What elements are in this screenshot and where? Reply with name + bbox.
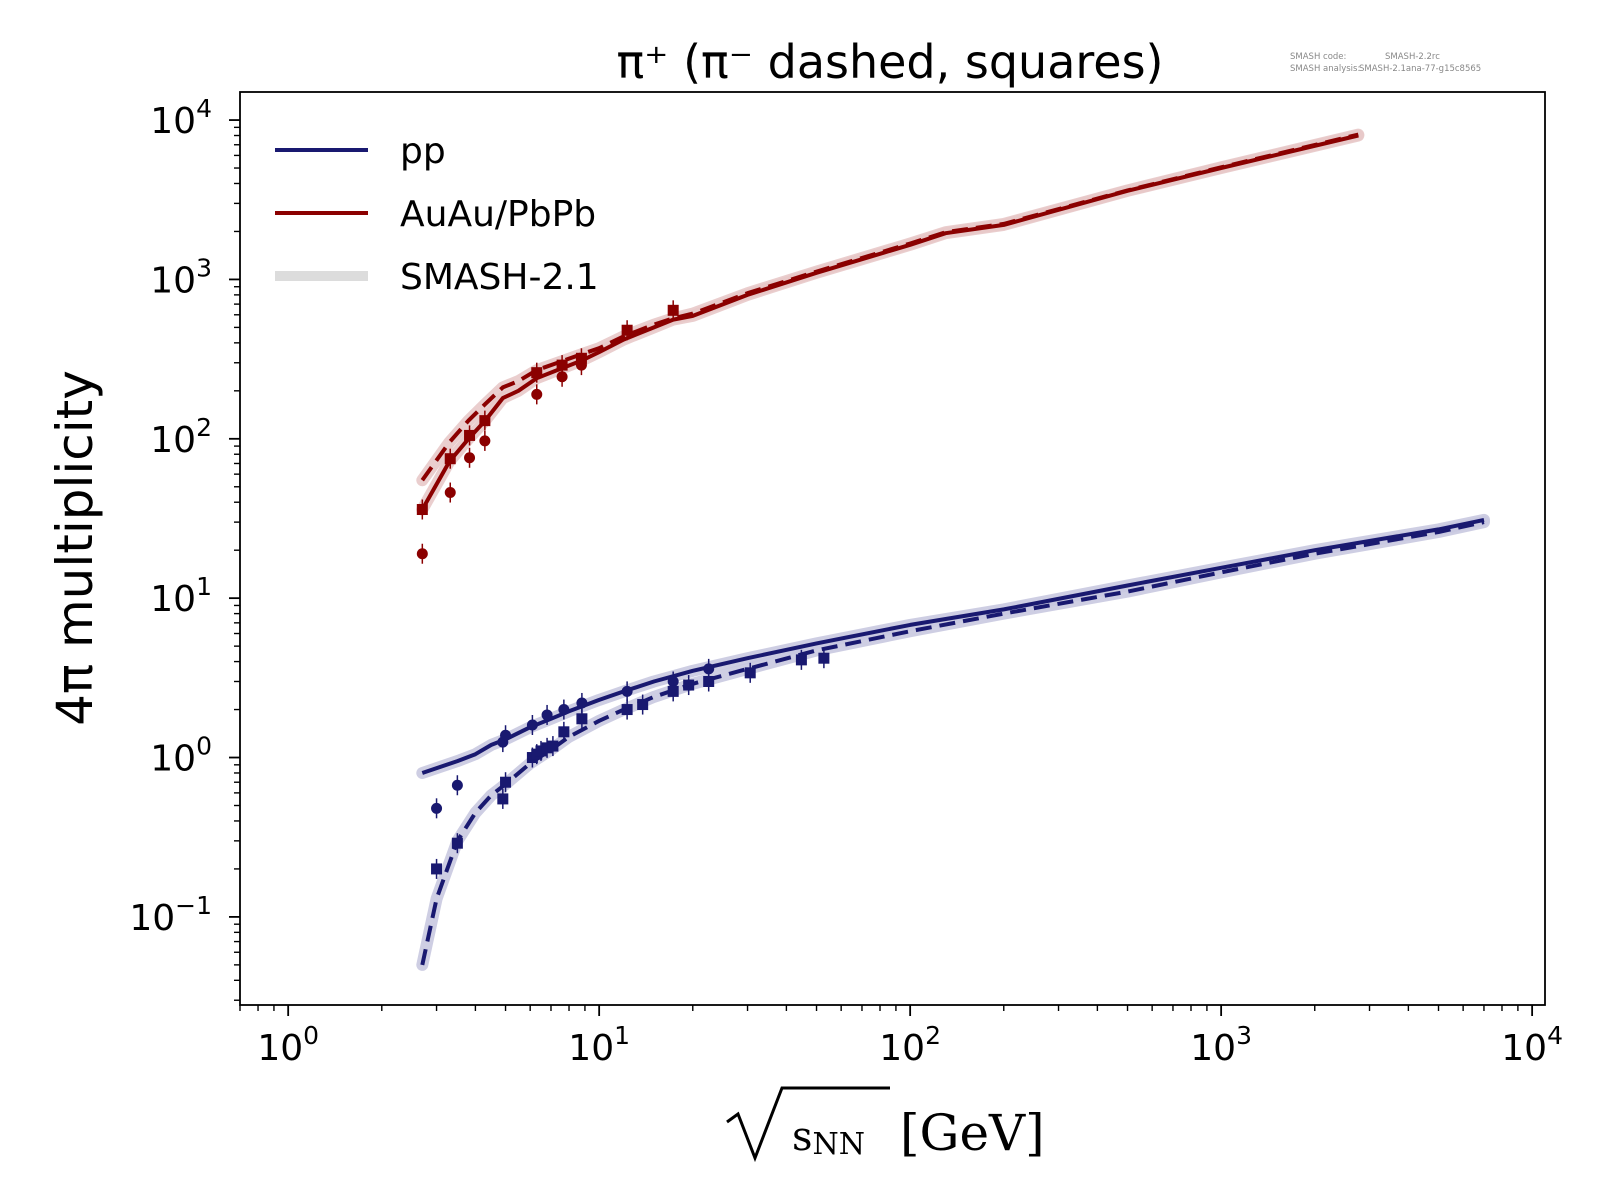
data-point-pp-pi- [451, 837, 463, 849]
watermark-analysis-label: SMASH analysis: [1290, 64, 1360, 74]
data-point-pp-pi+ [541, 709, 553, 721]
data-point-pp-pi- [683, 679, 695, 691]
legend: pp AuAu/PbPb SMASH-2.1 [275, 131, 599, 298]
series-line-pp-pi+ [421, 517, 1485, 775]
chart-title: π⁺ (π⁻ dashed, squares) [616, 35, 1163, 89]
watermark-code-value: SMASH-2.2rc [1385, 52, 1440, 62]
data-point-auau-pi- [416, 504, 428, 516]
data-point-auau-pi+ [556, 371, 568, 383]
data-point-pp-pi+ [431, 802, 443, 814]
data-point-auau-pi- [531, 367, 543, 379]
x-tick-label: 104 [1501, 1021, 1563, 1069]
data-point-auau-pi+ [444, 487, 456, 499]
y-tick-label: 102 [150, 413, 212, 461]
data-point-pp-pi+ [500, 729, 512, 741]
data-point-pp-pi- [621, 704, 633, 716]
x-tick-label: 100 [257, 1021, 319, 1069]
legend-label: AuAu/PbPb [400, 194, 596, 235]
data-point-auau-pi- [667, 304, 679, 316]
data-point-pp-pi- [667, 685, 679, 697]
x-axis-label: sNN [GeV] [726, 1086, 1045, 1163]
x-label-subscript: NN [813, 1127, 866, 1162]
data-point-auau-pi+ [479, 435, 491, 447]
data-point-pp-pi- [818, 652, 830, 664]
data-point-auau-pi+ [531, 388, 543, 400]
data-point-pp-pi- [541, 742, 553, 754]
plot-frame [239, 91, 1546, 1006]
data-point-layer [416, 300, 830, 879]
data-point-pp-pi- [547, 740, 559, 752]
data-point-pp-pi- [535, 745, 547, 757]
x-tick-label: 101 [568, 1021, 630, 1069]
data-point-auau-pi+ [416, 548, 428, 560]
data-point-auau-pi+ [464, 452, 476, 464]
y-tick-label: 104 [150, 94, 212, 142]
data-point-auau-pi- [479, 415, 491, 427]
data-point-pp-pi+ [526, 719, 538, 731]
watermark-code-label: SMASH code: [1290, 52, 1346, 62]
y-tick-label: 100 [150, 732, 212, 780]
data-point-pp-pi- [497, 793, 509, 805]
x-tick-label: 102 [879, 1021, 941, 1069]
y-tick-label: 10−1 [129, 891, 212, 939]
series-line-auau-pi+ [420, 133, 1359, 511]
data-point-pp-pi+ [703, 663, 715, 675]
data-point-pp-pi- [576, 713, 588, 725]
data-point-pp-pi+ [621, 685, 633, 697]
data-point-auau-pi- [621, 324, 633, 336]
y-axis-label: 4π multiplicity [46, 370, 104, 726]
data-point-pp-pi- [637, 699, 649, 711]
y-tick-label: 103 [150, 253, 212, 301]
data-point-pp-pi- [703, 675, 715, 687]
legend-label: pp [400, 131, 446, 172]
data-point-auau-pi- [575, 352, 587, 364]
data-point-pp-pi- [431, 863, 443, 875]
watermark-analysis-value: SMASH-2.1ana-77-g15c8565 [1359, 64, 1481, 74]
legend-label: SMASH-2.1 [400, 257, 599, 298]
data-point-pp-pi- [500, 776, 512, 788]
x-label-variable: s [792, 1114, 813, 1160]
data-point-pp-pi- [558, 726, 570, 738]
series-line-auau-pi- [420, 132, 1359, 482]
data-point-auau-pi- [444, 453, 456, 465]
svg-text:sNN: sNN [792, 1114, 865, 1162]
data-point-pp-pi+ [451, 779, 463, 791]
y-tick-label: 101 [150, 572, 212, 620]
data-point-pp-pi+ [576, 697, 588, 709]
data-point-auau-pi- [464, 429, 476, 441]
data-point-pp-pi- [795, 654, 807, 666]
x-label-unit: [GeV] [900, 1104, 1045, 1162]
data-point-pp-pi+ [558, 704, 570, 716]
smash-version-watermark: SMASH code: SMASH-2.2rc SMASH analysis: … [1290, 52, 1481, 74]
data-point-auau-pi- [556, 359, 568, 371]
data-point-pp-pi- [744, 667, 756, 679]
axes-layer: 100 101 102 103 104 10−1 100 101 102 103 104 [129, 91, 1563, 1069]
x-tick-label: 103 [1190, 1021, 1252, 1069]
sqrt-sign [726, 1086, 890, 1163]
